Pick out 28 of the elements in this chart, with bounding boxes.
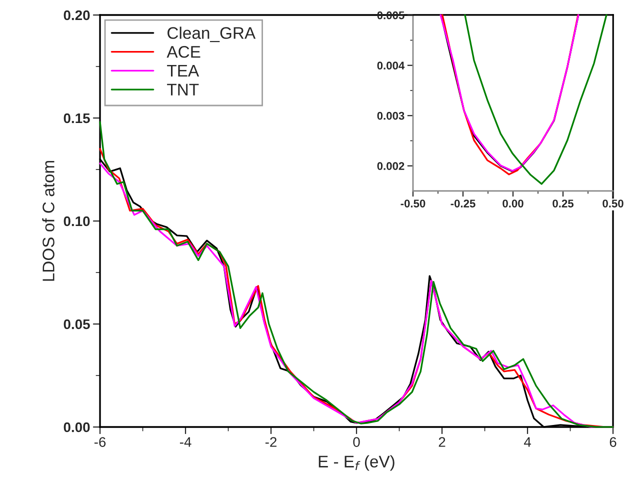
x-tick-label: 0.25 — [552, 200, 574, 208]
y-tick-label: 0.004 — [377, 62, 405, 70]
y-tick-label: 0.003 — [377, 112, 404, 120]
y-tick-label: 0.002 — [377, 162, 404, 170]
x-tick-label: 0.50 — [602, 200, 624, 208]
x-tick-label: -6 — [94, 437, 106, 447]
y-tick-label: 0.15 — [64, 113, 90, 124]
x-tick-label: -0.50 — [400, 200, 426, 208]
x-tick-label: -2 — [265, 437, 276, 447]
legend-label: Clean_GRA — [168, 26, 256, 42]
x-tick-label: 4 — [524, 437, 531, 447]
y-tick-label: 0.10 — [64, 216, 90, 226]
y-tick-label: 0.005 — [377, 11, 404, 20]
x-tick-label: -4 — [180, 437, 192, 447]
y-tick-label: 0.20 — [64, 10, 90, 20]
y-tick-label: 0.00 — [64, 422, 90, 432]
y-tick-label: 0.05 — [64, 319, 90, 330]
x-axis-title: E - E$_{f}$ (eV) — [318, 455, 394, 471]
x-tick-label: 0.00 — [502, 200, 524, 208]
line-series — [464, 14, 608, 185]
legend-label: TEA — [167, 65, 200, 76]
x-tick-label: -0.25 — [450, 200, 476, 208]
x-tick-label: 0 — [353, 437, 360, 447]
x-tick-label: 2 — [438, 437, 446, 447]
y-axis-title: LDOS of C atom — [42, 160, 54, 281]
legend-label: ACE — [166, 46, 200, 58]
x-tick-label: 6 — [610, 437, 616, 447]
legend-label: TNT — [167, 84, 199, 96]
